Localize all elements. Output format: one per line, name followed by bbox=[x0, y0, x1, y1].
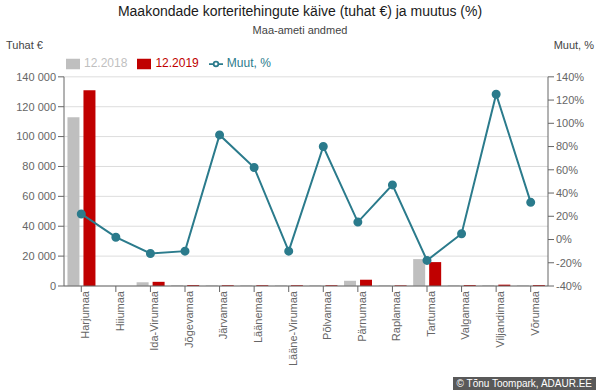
svg-text:Võrumaa: Võrumaa bbox=[529, 290, 541, 336]
svg-text:40%: 40% bbox=[556, 187, 578, 199]
svg-text:Valgamaa: Valgamaa bbox=[459, 290, 471, 340]
svg-text:Jõgevamaa: Jõgevamaa bbox=[183, 290, 195, 348]
svg-text:20%: 20% bbox=[556, 210, 578, 222]
html-text:Maa-ameti andmed: Maa-ameti andmed bbox=[252, 24, 348, 36]
html-text:© Tõnu Toompark, ADAUR.EE: © Tõnu Toompark, ADAUR.EE bbox=[456, 377, 592, 389]
svg-text:20 000: 20 000 bbox=[22, 250, 56, 262]
svg-text:0: 0 bbox=[50, 280, 56, 292]
svg-text:100 000: 100 000 bbox=[16, 130, 56, 142]
svg-text:120 000: 120 000 bbox=[16, 101, 56, 113]
svg-text:Ida-Virumaa: Ida-Virumaa bbox=[148, 290, 160, 351]
svg-text:Põlvamaa: Põlvamaa bbox=[321, 290, 333, 340]
html-text:Maakondade korteritehingute kä: Maakondade korteritehingute käive (tuhat… bbox=[117, 3, 483, 19]
svg-text:Tartumaa: Tartumaa bbox=[425, 290, 437, 337]
svg-text:Lääne-Virumaa: Lääne-Virumaa bbox=[287, 290, 299, 366]
svg-text:100%: 100% bbox=[556, 117, 584, 129]
svg-text:Pärnumaa: Pärnumaa bbox=[356, 290, 368, 342]
svg-text:60%: 60% bbox=[556, 164, 578, 176]
svg-text:-40%: -40% bbox=[556, 280, 582, 292]
svg-text:Läänemaa: Läänemaa bbox=[252, 290, 264, 343]
svg-text:Harjumaa: Harjumaa bbox=[79, 290, 91, 339]
svg-text:60 000: 60 000 bbox=[22, 190, 56, 202]
svg-text:80 000: 80 000 bbox=[22, 160, 56, 172]
svg-text:Järvamaa: Järvamaa bbox=[217, 290, 229, 339]
svg-text:Raplamaa: Raplamaa bbox=[390, 290, 402, 341]
html-text:12.2019: 12.2019 bbox=[155, 56, 199, 70]
svg-text:40 000: 40 000 bbox=[22, 220, 56, 232]
html-text:Tuhat €: Tuhat € bbox=[6, 39, 43, 51]
html-text:Muut, %: Muut, % bbox=[226, 56, 271, 70]
svg-text:80%: 80% bbox=[556, 140, 578, 152]
svg-text:140%: 140% bbox=[556, 71, 584, 83]
html-text:12.2018: 12.2018 bbox=[84, 56, 128, 70]
svg-text:-20%: -20% bbox=[556, 257, 582, 269]
svg-text:0%: 0% bbox=[556, 233, 572, 245]
svg-text:140 000: 140 000 bbox=[16, 71, 56, 83]
svg-text:Viljandimaa: Viljandimaa bbox=[494, 290, 506, 348]
svg-text:120%: 120% bbox=[556, 94, 584, 106]
svg-text:Hiiumaa: Hiiumaa bbox=[114, 290, 126, 331]
html-text:Muut, %: Muut, % bbox=[553, 39, 594, 51]
